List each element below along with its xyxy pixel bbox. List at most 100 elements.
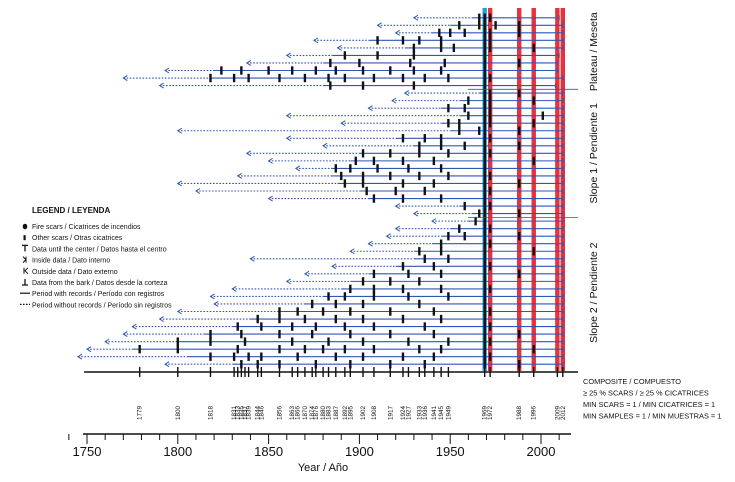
year-tick-label-2000: 2000 bbox=[527, 444, 556, 459]
fire-scar-1988 bbox=[518, 269, 521, 279]
series-row-15 bbox=[340, 119, 564, 128]
series-row-11 bbox=[403, 88, 564, 98]
fire-year-label-1874: 1874 bbox=[309, 405, 316, 420]
fire-scar-1960 bbox=[467, 96, 470, 105]
x-axis-title: Year / Año bbox=[298, 462, 348, 474]
series-row-4 bbox=[313, 36, 564, 45]
inner-date-marker bbox=[245, 150, 252, 157]
series-row-28 bbox=[431, 216, 564, 226]
fire-scar-1972 bbox=[488, 13, 492, 22]
fire-scar-1969 bbox=[483, 119, 486, 128]
inner-date-marker bbox=[158, 82, 164, 89]
fire-scar-1949 bbox=[447, 103, 450, 113]
fire-scar-1818 bbox=[209, 337, 212, 346]
fire-scar-1917 bbox=[389, 171, 392, 181]
legend-label: Outside data / Dato externo bbox=[32, 269, 118, 276]
series-row-47 bbox=[164, 360, 564, 369]
fire-scar-1988 bbox=[518, 126, 521, 135]
fire-scar-1924 bbox=[401, 352, 405, 361]
fire-scar-1988 bbox=[518, 360, 521, 369]
fire-scar-1800 bbox=[176, 337, 179, 346]
fire-scar-1876 bbox=[314, 360, 318, 369]
fire-scar-1969 bbox=[483, 156, 486, 166]
fire-year-label-1969: 1969 bbox=[482, 405, 489, 420]
series-row-31 bbox=[367, 239, 564, 248]
fire-scar-1950 bbox=[449, 28, 452, 38]
fire-year-label-1902: 1902 bbox=[360, 405, 367, 420]
fire-scar-1936 bbox=[423, 186, 426, 196]
fire-scar-1988 bbox=[518, 231, 521, 241]
series-row-34 bbox=[331, 262, 564, 271]
series-row-3 bbox=[394, 28, 564, 38]
zone-label-1: Plateau / Meseta bbox=[588, 12, 600, 91]
fire-scar-1969 bbox=[483, 247, 486, 256]
inner-date-marker bbox=[209, 293, 215, 300]
inner-date-marker bbox=[176, 127, 183, 134]
fire-scar-1945 bbox=[439, 141, 443, 151]
fire-scar-1969 bbox=[483, 171, 486, 181]
series-row-25 bbox=[267, 194, 564, 203]
fire-scar-1895 bbox=[349, 329, 352, 339]
fire-scar-1876 bbox=[314, 66, 318, 75]
fire-scar-1996 bbox=[532, 344, 535, 354]
inner-date-marker bbox=[122, 331, 128, 338]
fire-year-label-1876: 1876 bbox=[313, 405, 320, 420]
fire-scar-1870 bbox=[303, 73, 307, 83]
fire-scar-1988 bbox=[518, 179, 521, 188]
fire-scar-1945 bbox=[439, 164, 443, 173]
inner-date-marker bbox=[376, 22, 382, 29]
fire-year-label-1883: 1883 bbox=[326, 405, 333, 420]
inner-date-marker bbox=[367, 105, 373, 112]
series-row-45 bbox=[86, 344, 564, 354]
bark-icon bbox=[22, 279, 28, 286]
fire-year-label-1936: 1936 bbox=[422, 405, 429, 420]
inner-date-marker bbox=[331, 263, 337, 270]
fire-scar-1966 bbox=[478, 21, 481, 30]
fire-scar-1972 bbox=[488, 96, 492, 105]
inner-date-marker bbox=[245, 60, 252, 66]
zone-label-3: Slope 2 / Pendiente 2 bbox=[588, 242, 600, 343]
fire-scar-1892 bbox=[343, 292, 347, 301]
fire-scar-1908 bbox=[372, 344, 376, 354]
fire-scar-1949 bbox=[447, 254, 450, 263]
fire-scar-1917 bbox=[389, 277, 392, 286]
fire-scar-1824 bbox=[220, 66, 223, 75]
fire-scar-1969 bbox=[483, 179, 486, 188]
fire-scar-1863 bbox=[291, 337, 294, 346]
series-row-43 bbox=[122, 329, 564, 339]
fire-scar-1895 bbox=[349, 164, 352, 173]
fire-scar-1949 bbox=[447, 337, 450, 346]
fire-scar-1818 bbox=[209, 352, 212, 361]
inner-date-marker bbox=[391, 97, 397, 104]
fire-scar-1969 bbox=[483, 13, 486, 22]
fire-year-label-1972: 1972 bbox=[487, 405, 494, 420]
fire-scar-1927 bbox=[407, 292, 410, 301]
fire-scar-1850 bbox=[267, 66, 270, 75]
fire-scar-1972 bbox=[488, 186, 492, 196]
fire-year-label-1866: 1866 bbox=[295, 405, 302, 420]
fire-scar-1969 bbox=[483, 224, 486, 233]
fire-scar-1972 bbox=[488, 224, 492, 233]
series-row-10 bbox=[158, 81, 557, 90]
fire-scar-1892 bbox=[343, 344, 347, 354]
fire-scar-1958 bbox=[463, 28, 466, 38]
fire-scar-1844 bbox=[256, 314, 259, 324]
fire-scar-1844 bbox=[256, 360, 259, 369]
inner-date-marker bbox=[294, 165, 301, 172]
legend-item-pith: Data until the center / Datos hasta el c… bbox=[22, 244, 167, 253]
fire-scar-1996 bbox=[532, 43, 535, 53]
fire-scar-1933 bbox=[418, 344, 421, 354]
fire-scar-1890 bbox=[340, 171, 343, 181]
fire-scar-1969 bbox=[483, 194, 486, 203]
fire-scar-1969 bbox=[483, 277, 486, 286]
fire-scar-1945 bbox=[439, 194, 443, 203]
inner-date-marker bbox=[394, 29, 400, 36]
fire-scar-1902 bbox=[361, 337, 365, 346]
fire-year-label-1908: 1908 bbox=[371, 405, 378, 420]
fire-scar-1949 bbox=[447, 292, 450, 301]
inner-date-marker bbox=[158, 316, 164, 322]
fire-scar-1920 bbox=[394, 186, 397, 196]
inner-date-marker bbox=[76, 353, 83, 360]
fire-scar-1945 bbox=[439, 43, 443, 53]
fire-scar-1904 bbox=[365, 186, 368, 196]
